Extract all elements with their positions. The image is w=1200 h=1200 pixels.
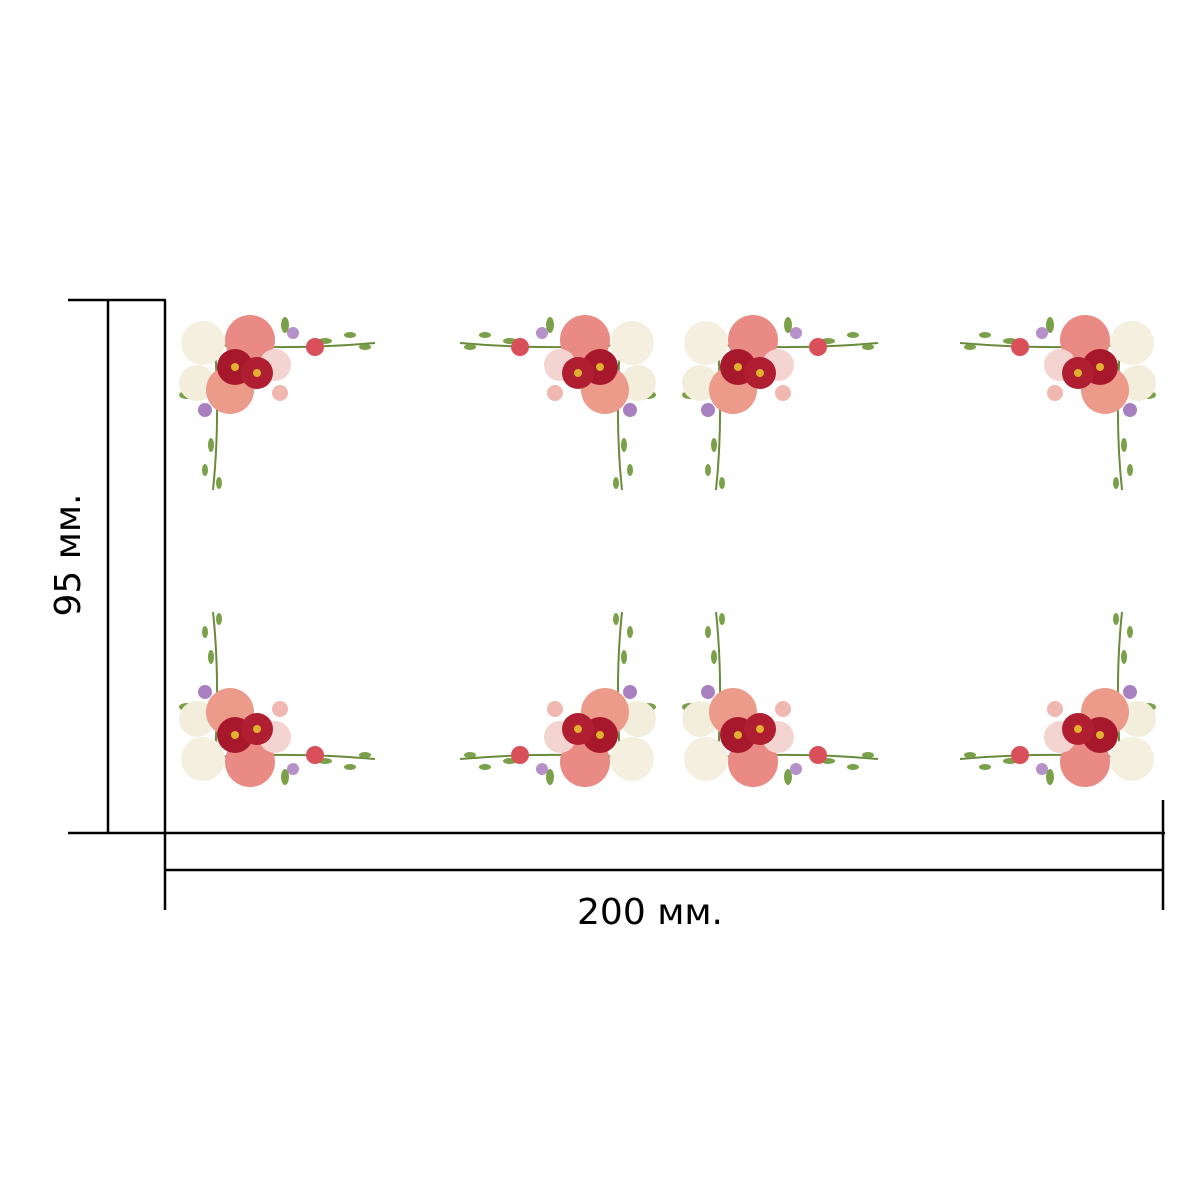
height-label: 95 мм.	[48, 493, 89, 616]
decals	[178, 314, 1157, 788]
dimension-lines	[68, 298, 1165, 910]
width-label: 200 мм.	[577, 892, 723, 933]
